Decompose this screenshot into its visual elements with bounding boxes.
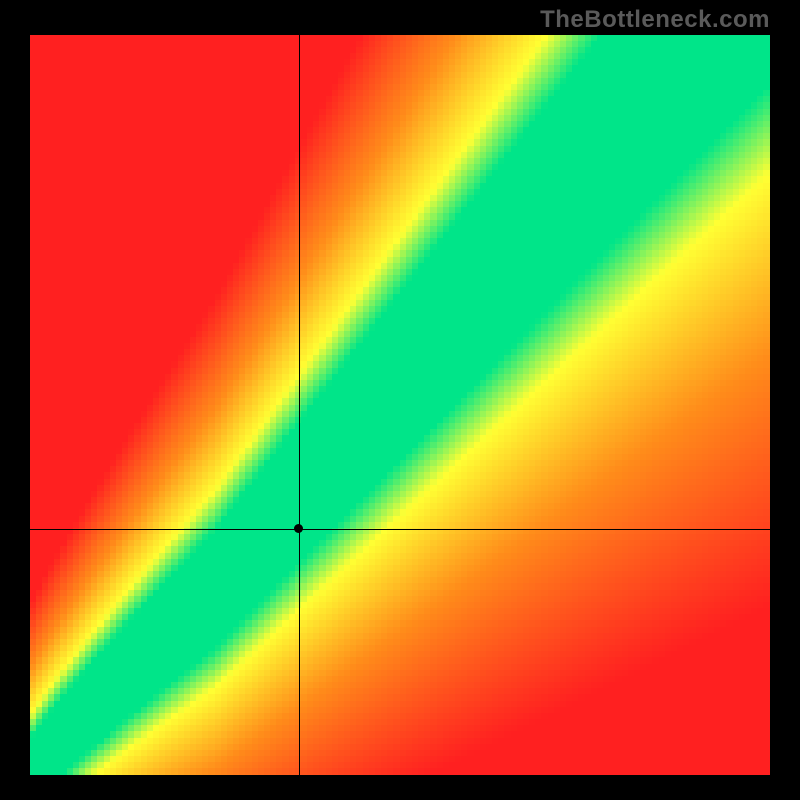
- watermark-text: TheBottleneck.com: [540, 6, 770, 34]
- crosshair-vertical: [299, 35, 300, 775]
- heatmap-plot-area: [30, 35, 770, 775]
- crosshair-horizontal: [30, 529, 770, 530]
- chart-outer: TheBottleneck.com: [0, 0, 800, 800]
- heatmap-canvas: [30, 35, 770, 775]
